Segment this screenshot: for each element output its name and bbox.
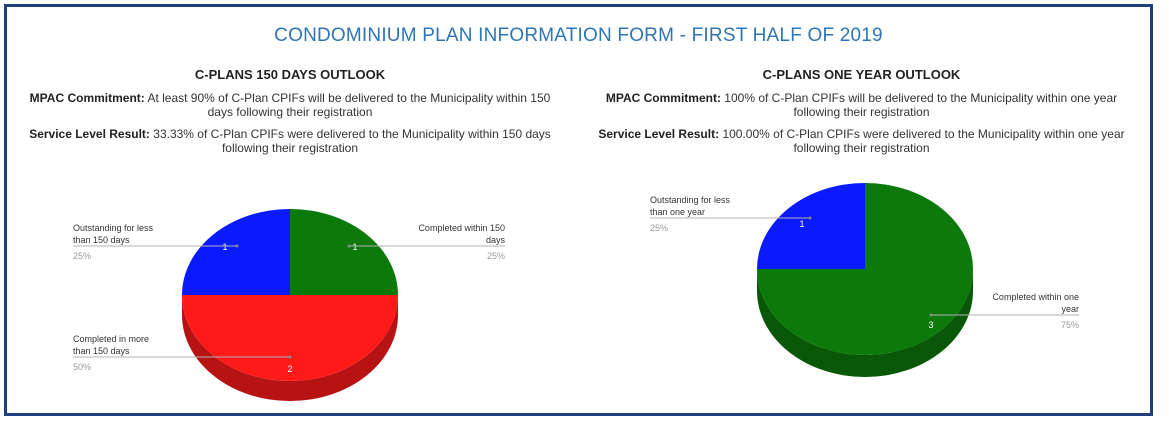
result-label: Service Level Result: bbox=[29, 127, 150, 141]
commitment-label: MPAC Commitment: bbox=[29, 91, 145, 105]
pie-slice-outstanding-for-less-than-one-year bbox=[757, 183, 865, 269]
page-title: CONDOMINIUM PLAN INFORMATION FORM - FIRS… bbox=[274, 25, 883, 46]
slice-value-label: 2 bbox=[287, 364, 292, 374]
leader-dot bbox=[288, 355, 292, 359]
panel-150-days: C-PLANS 150 DAYS OUTLOOK MPAC Commitment… bbox=[7, 7, 573, 413]
commitment-text: MPAC Commitment: At least 90% of C-Plan … bbox=[17, 91, 563, 119]
pie-slice-completed-within-150-days bbox=[290, 209, 398, 295]
slice-percent-label: 25% bbox=[73, 251, 91, 261]
slice-name-label: Completed in more than 150 days bbox=[73, 334, 149, 356]
panel-heading: C-PLANS 150 DAYS OUTLOOK bbox=[194, 67, 386, 82]
pie-slice-outstanding-for-less-than-150-days bbox=[182, 209, 290, 295]
slice-percent-label: 25% bbox=[650, 223, 668, 233]
pie-chart-150-days: 1 Completed within 150 days 25% 2 Completed i… bbox=[73, 209, 505, 401]
slice-name-label: Completed within one year bbox=[992, 292, 1079, 314]
result-label: Service Level Result: bbox=[598, 127, 720, 141]
slice-percent-label: 75% bbox=[1061, 320, 1079, 330]
commitment-text: MPAC Commitment: 100% of C-Plan CPIFs wi… bbox=[583, 91, 1140, 119]
slice-percent-label: 25% bbox=[487, 251, 505, 261]
panel-heading: C-PLANS ONE YEAR OUTLOOK bbox=[762, 67, 961, 82]
slice-name-label: Outstanding for less than 150 days bbox=[73, 223, 154, 245]
slice-value-label: 1 bbox=[352, 242, 357, 252]
result-text: Service Level Result: 33.33% of C-Plan C… bbox=[17, 127, 563, 155]
pie-side-completed-in-more-than-150-days bbox=[182, 295, 398, 401]
result-body: 100.00% of C-Plan CPIFs were delivered t… bbox=[722, 127, 1125, 155]
pie-chart-one-year: 3 Completed within one year 75% 1 Outstanding… bbox=[650, 183, 1079, 377]
result-text: Service Level Result: 100.00% of C-Plan … bbox=[583, 127, 1140, 155]
slice-value-label: 3 bbox=[928, 320, 933, 330]
pie-side-completed-within-one-year bbox=[757, 269, 973, 377]
slice-percent-label: 50% bbox=[73, 362, 91, 372]
commitment-body: At least 90% of C-Plan CPIFs will be del… bbox=[147, 91, 551, 119]
pie-slice-completed-in-more-than-150-days bbox=[182, 295, 398, 381]
result-body: 33.33% of C-Plan CPIFs were delivered to… bbox=[153, 127, 551, 155]
commitment-label: MPAC Commitment: bbox=[605, 91, 721, 105]
panel-one-year: C-PLANS ONE YEAR OUTLOOK MPAC Commitment… bbox=[573, 7, 1150, 413]
slice-value-label: 1 bbox=[222, 242, 227, 252]
leader-dot bbox=[347, 244, 351, 248]
slice-name-label: Outstanding for less than one year bbox=[650, 195, 731, 217]
slice-name-label: Completed within 150 days bbox=[418, 223, 505, 245]
slice-value-label: 1 bbox=[799, 219, 804, 229]
report-frame: CONDOMINIUM PLAN INFORMATION FORM - FIRS… bbox=[4, 4, 1153, 416]
commitment-body: 100% of C-Plan CPIFs will be delivered t… bbox=[724, 91, 1118, 119]
leader-dot bbox=[235, 244, 239, 248]
leader-dot bbox=[929, 313, 933, 317]
leader-dot bbox=[808, 216, 812, 220]
